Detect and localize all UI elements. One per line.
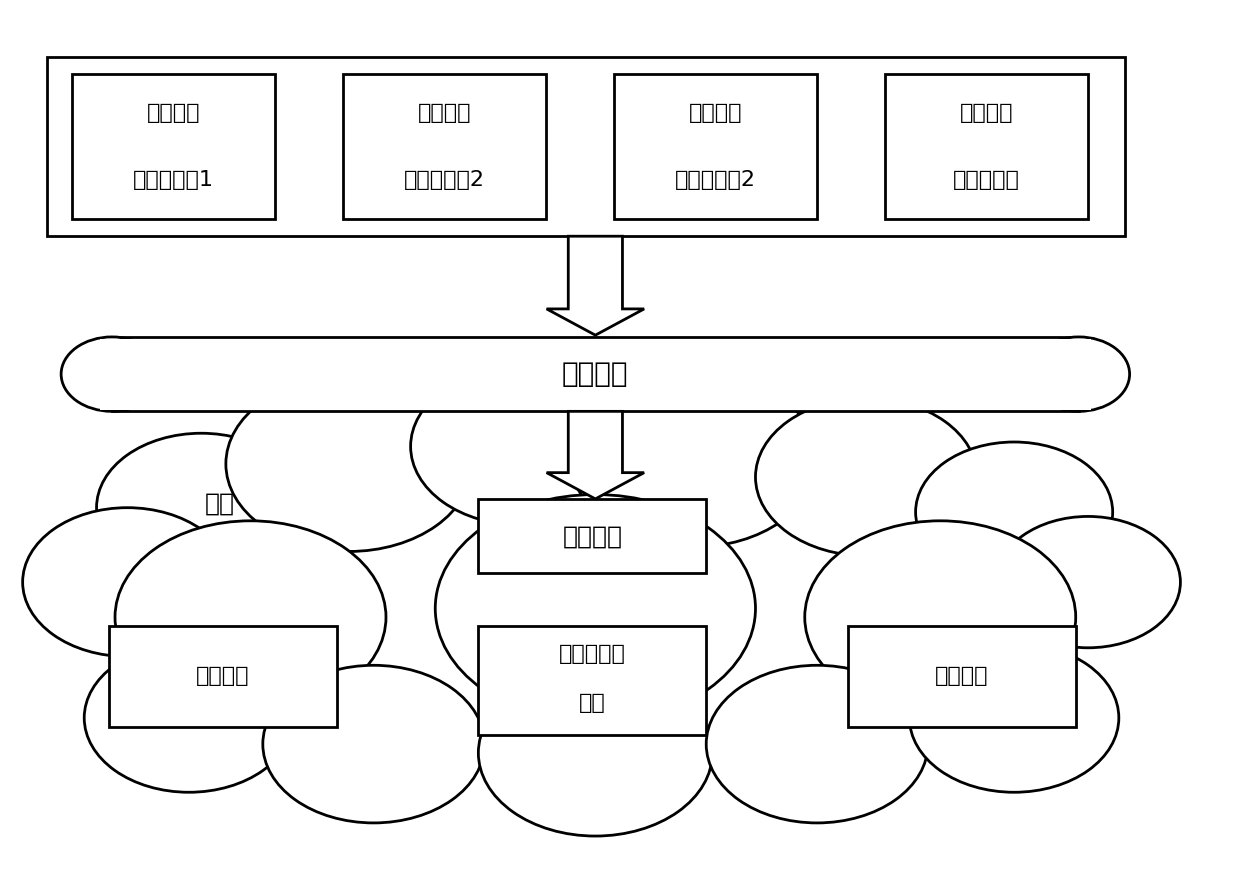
Circle shape	[996, 516, 1180, 648]
PathPatch shape	[547, 236, 644, 335]
Bar	[479, 626, 707, 735]
Text: 电动汽车: 电动汽车	[418, 103, 471, 123]
Bar	[479, 499, 707, 574]
Circle shape	[435, 494, 755, 722]
Text: 结果展示: 结果展示	[935, 667, 988, 686]
Circle shape	[707, 666, 928, 823]
Circle shape	[755, 398, 977, 556]
Text: 电动汽车: 电动汽车	[960, 103, 1013, 123]
Circle shape	[226, 377, 472, 552]
Bar	[614, 74, 817, 218]
Text: 评估: 评估	[579, 692, 605, 713]
Bar	[343, 74, 546, 218]
Circle shape	[22, 507, 232, 657]
Bar	[112, 337, 1079, 411]
Text: 模型和算法: 模型和算法	[559, 644, 626, 665]
Circle shape	[115, 521, 386, 713]
Ellipse shape	[1028, 337, 1130, 411]
Ellipse shape	[61, 337, 162, 411]
Circle shape	[84, 644, 294, 792]
Bar	[72, 74, 275, 218]
Circle shape	[410, 368, 632, 525]
Text: 电动汽车: 电动汽车	[688, 103, 743, 123]
Bar	[848, 626, 1076, 727]
Circle shape	[479, 670, 712, 836]
Circle shape	[263, 666, 485, 823]
PathPatch shape	[547, 411, 644, 499]
Text: 电池传感器2: 电池传感器2	[404, 170, 485, 190]
Text: 数据总线: 数据总线	[562, 360, 629, 388]
Text: 电池传感器2: 电池传感器2	[675, 170, 756, 190]
Circle shape	[805, 521, 1076, 713]
Bar	[109, 626, 337, 727]
Text: 通讯网关: 通讯网关	[562, 524, 622, 548]
Text: 电池传感器: 电池传感器	[954, 170, 1019, 190]
Bar	[99, 339, 167, 409]
Text: 电动汽车: 电动汽车	[146, 103, 201, 123]
Text: 数据处理: 数据处理	[196, 667, 249, 686]
Bar	[1023, 339, 1091, 409]
Circle shape	[97, 433, 306, 582]
Circle shape	[570, 372, 817, 547]
Text: 电池传感器1: 电池传感器1	[133, 170, 215, 190]
Circle shape	[909, 644, 1118, 792]
Text: 云端: 云端	[205, 492, 234, 515]
Circle shape	[915, 442, 1112, 582]
Bar	[47, 57, 1125, 236]
Bar	[885, 74, 1087, 218]
